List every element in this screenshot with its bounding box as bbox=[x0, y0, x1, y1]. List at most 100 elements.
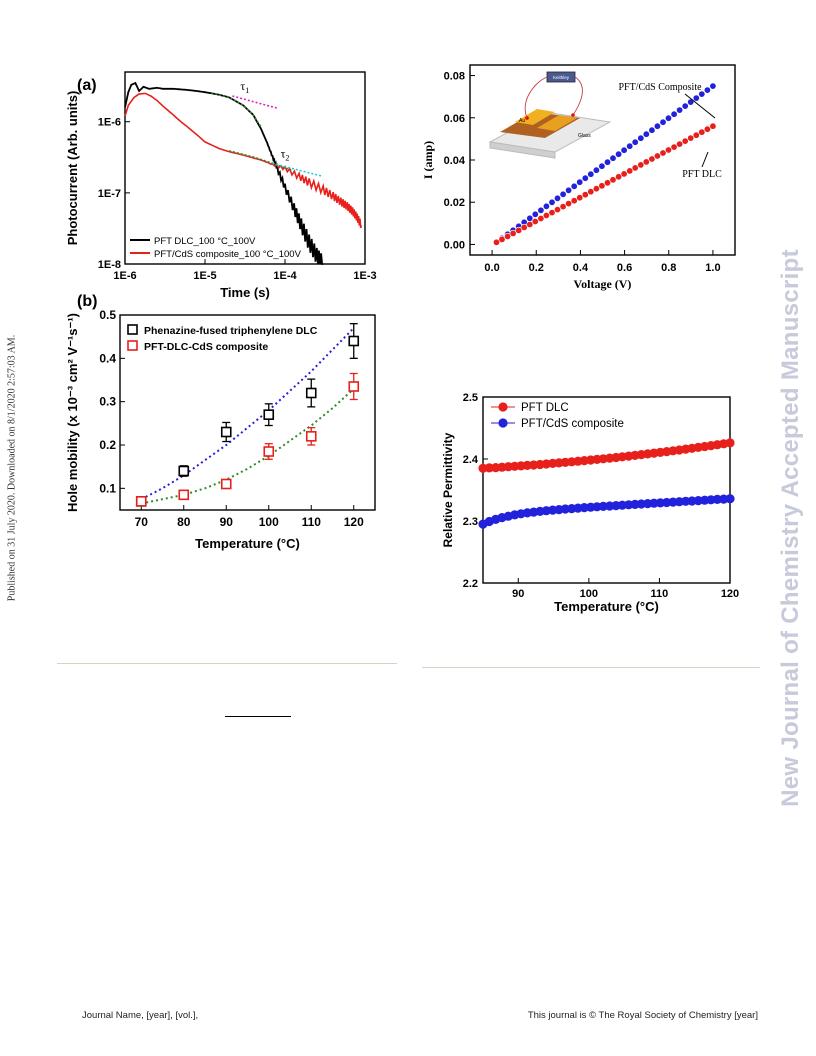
x-tick-label: 70 bbox=[135, 515, 149, 529]
data-point bbox=[620, 170, 628, 178]
data-point bbox=[615, 150, 623, 158]
fit-line bbox=[228, 150, 292, 171]
data-point bbox=[135, 496, 147, 507]
data-point bbox=[520, 223, 528, 231]
y-tick-label: 1E-8 bbox=[98, 259, 121, 271]
data-point bbox=[653, 122, 661, 130]
data-point bbox=[537, 206, 545, 214]
panel-label-b: (b) bbox=[77, 293, 97, 310]
data-point bbox=[581, 191, 589, 199]
data-point bbox=[698, 128, 706, 136]
data-point bbox=[626, 142, 634, 150]
data-point bbox=[537, 215, 545, 223]
legend-label: PFT/CdS composite bbox=[521, 418, 624, 430]
y-tick-label: 2.5 bbox=[463, 392, 478, 404]
data-point bbox=[604, 179, 612, 187]
data-point bbox=[670, 110, 678, 118]
y-axis-label: I (amp) bbox=[421, 141, 435, 179]
footer-right: This journal is © The Royal Society of C… bbox=[527, 1010, 758, 1021]
data-point bbox=[626, 167, 634, 175]
y-tick-label: 1E-6 bbox=[98, 117, 121, 129]
data-point bbox=[665, 114, 673, 122]
data-point bbox=[648, 155, 656, 163]
data-point bbox=[348, 335, 360, 347]
data-point bbox=[670, 143, 678, 151]
x-tick-label: 1E-3 bbox=[353, 270, 376, 282]
y-tick-label: 0.04 bbox=[444, 155, 466, 167]
tau-fit-line bbox=[272, 162, 324, 178]
data-point bbox=[576, 178, 584, 186]
y-tick-label: 1E-7 bbox=[98, 188, 121, 200]
x-tick-label: 0.6 bbox=[617, 262, 632, 274]
device-inset: Keithley Au Glass bbox=[488, 71, 612, 159]
inset-label: Au bbox=[519, 118, 525, 124]
data-point bbox=[709, 122, 717, 130]
inset-label: Keithley bbox=[553, 75, 570, 80]
x-axis-label: Voltage (V) bbox=[574, 277, 632, 291]
y-tick-label: 0.4 bbox=[99, 351, 116, 365]
y-tick-label: 2.4 bbox=[463, 454, 479, 466]
x-tick-label: 100 bbox=[580, 588, 598, 600]
data-point bbox=[692, 131, 700, 139]
series-composite-points bbox=[493, 82, 717, 246]
data-point bbox=[592, 166, 600, 174]
inset-label: Glass bbox=[578, 133, 591, 139]
data-point bbox=[681, 102, 689, 110]
data-point bbox=[620, 146, 628, 154]
legend-label: PFT DLC_100 °C_100V bbox=[154, 236, 256, 247]
data-point bbox=[609, 154, 617, 162]
x-tick-label: 90 bbox=[512, 588, 524, 600]
data-point bbox=[709, 82, 717, 90]
data-point bbox=[642, 158, 650, 166]
y-axis-label: Hole mobility (x 10⁻³ cm² V⁻¹s⁻¹) bbox=[65, 313, 80, 512]
data-point bbox=[703, 125, 711, 133]
data-point bbox=[637, 134, 645, 142]
y-tick-label: 2.3 bbox=[463, 516, 478, 528]
x-tick-label: 100 bbox=[259, 515, 279, 529]
y-tick-label: 0.3 bbox=[99, 395, 116, 409]
series-pft-cds-line bbox=[124, 92, 363, 229]
data-point bbox=[542, 202, 550, 210]
panel-label-a: (a) bbox=[77, 77, 97, 94]
legend-marker bbox=[127, 340, 138, 351]
data-point bbox=[598, 182, 606, 190]
inset-gold-electrode bbox=[537, 115, 577, 131]
data-point bbox=[509, 229, 517, 237]
x-tick-label: 80 bbox=[177, 515, 191, 529]
x-tick-label: 120 bbox=[344, 515, 364, 529]
x-axis-label: Temperature (°C) bbox=[554, 599, 659, 614]
data-point bbox=[220, 426, 232, 438]
y-tick-label: 2.2 bbox=[463, 578, 478, 590]
x-tick-label: 0.4 bbox=[573, 262, 589, 274]
x-tick-label: 0.8 bbox=[661, 262, 676, 274]
data-point bbox=[592, 185, 600, 193]
data-point bbox=[615, 173, 623, 181]
y-tick-label: 0.08 bbox=[444, 71, 465, 83]
inset-gold-electrode bbox=[515, 109, 555, 125]
legend-label: PFT/CdS composite_100 °C_100V bbox=[154, 249, 302, 260]
data-point bbox=[698, 90, 706, 98]
data-point bbox=[576, 194, 584, 202]
data-point bbox=[348, 381, 360, 392]
data-point bbox=[703, 86, 711, 94]
y-tick-label: 0.06 bbox=[444, 113, 465, 125]
legend-label: Phenazine-fused triphenylene DLC bbox=[144, 325, 318, 337]
data-point bbox=[554, 206, 562, 214]
data-point bbox=[542, 212, 550, 220]
y-axis-label: Photocurrent (Arb. units) bbox=[65, 91, 80, 246]
tau-label: τ2 bbox=[281, 146, 290, 162]
series-label: PFT DLC bbox=[682, 169, 722, 180]
tau-label: τ1 bbox=[240, 79, 249, 95]
x-tick-label: 110 bbox=[302, 515, 322, 529]
data-point bbox=[598, 162, 606, 170]
legend-label: PFT-DLC-CdS composite bbox=[144, 341, 268, 353]
fit-line bbox=[211, 92, 262, 128]
chart-d-permittivity: 90 100 110 120 2.2 2.3 2.4 2.5 PFT DLC PFT/CdS co… bbox=[441, 392, 739, 614]
fit-line bbox=[141, 387, 355, 505]
y-tick-label: 0.00 bbox=[444, 239, 465, 251]
data-point bbox=[659, 149, 667, 157]
x-tick-label: 1.0 bbox=[705, 262, 720, 274]
data-point bbox=[642, 130, 650, 138]
inset-wire bbox=[524, 76, 548, 119]
x-axis-label: Time (s) bbox=[220, 285, 270, 300]
